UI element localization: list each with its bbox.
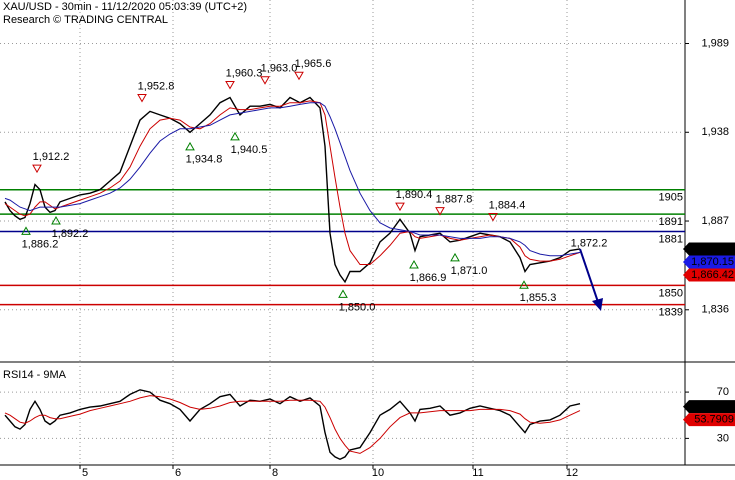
price-tag-label: 57.4442 (694, 401, 734, 413)
annotation-label: 1,952.8 (138, 80, 175, 92)
x-tick-label: 10 (372, 467, 384, 479)
price-tag-label: 1,866.42 (691, 269, 734, 281)
y-tick-label: 30 (717, 432, 729, 444)
y-tick-label: 1,887 (701, 215, 729, 227)
x-tick-label: 12 (566, 467, 578, 479)
annotation-label: 1,912.2 (33, 151, 70, 163)
annotation-label: 1,886.2 (22, 238, 59, 250)
annotation-label: 1,963.0 (261, 63, 298, 75)
level-label: 1891 (659, 216, 683, 228)
x-tick-label: 5 (82, 467, 88, 479)
annotation-label: 1,872.2 (571, 238, 608, 250)
forecast-arrowhead (592, 298, 603, 311)
price-tag (683, 413, 735, 427)
level-label: 1850 (659, 287, 683, 299)
y-tick-label: 1,989 (701, 37, 729, 49)
annotation-label: 1,887.8 (436, 194, 473, 206)
y-tick-label: 1,938 (701, 126, 729, 138)
price-tag-label: 1,870.91 (691, 243, 734, 255)
annotation-label: 1,850.0 (339, 301, 376, 313)
indicator-title: RSI14 - 9MA (3, 369, 67, 381)
annotation-label: 1,934.8 (186, 154, 223, 166)
high-marker (32, 164, 42, 174)
annotation-label: 1,866.9 (410, 272, 447, 284)
x-tick-label: 6 (175, 467, 181, 479)
price-tag (683, 242, 735, 256)
annotation-label: 1,890.4 (396, 189, 433, 201)
price-tag (683, 255, 735, 269)
low-marker (338, 289, 348, 298)
series-line (4, 389, 581, 460)
level-label: 1881 (659, 233, 683, 245)
series-line (4, 96, 581, 284)
chart-subtitle: Research © TRADING CENTRAL (3, 14, 168, 26)
low-marker (51, 215, 61, 225)
x-tick-label: 11 (472, 467, 483, 479)
series-line (4, 100, 581, 265)
price-tag (683, 268, 735, 282)
price-tag-label: 1,870.15 (691, 256, 734, 268)
price-tag (683, 400, 735, 414)
y-tick-label: 70 (717, 386, 729, 398)
low-marker (409, 260, 419, 269)
annotation-label: 1,965.6 (295, 58, 332, 70)
annotation-label: 1,871.0 (451, 265, 488, 277)
y-tick-label: 1,836 (701, 304, 729, 316)
annotation-label: 1,940.5 (231, 144, 268, 156)
high-marker (435, 207, 445, 216)
low-marker (519, 280, 529, 289)
high-marker (225, 80, 235, 90)
level-label: 1839 (659, 306, 683, 318)
annotation-label: 1,960.3 (226, 67, 263, 79)
low-marker (21, 226, 31, 235)
high-marker (260, 76, 270, 85)
high-marker (488, 213, 498, 222)
x-tick-label: 8 (272, 467, 278, 479)
series-line (4, 102, 581, 257)
level-label: 1905 (659, 192, 683, 204)
high-marker (294, 71, 304, 81)
price-tag-label: 53.7909 (694, 414, 734, 426)
high-marker (395, 202, 405, 212)
annotation-label: 1,884.4 (489, 199, 526, 211)
series-line (4, 395, 581, 454)
forecast-arrow (579, 248, 599, 303)
annotation-label: 1,892.2 (52, 228, 89, 240)
annotation-label: 1,855.3 (520, 292, 557, 304)
low-marker (230, 131, 240, 141)
low-marker (185, 141, 195, 151)
chart-title: XAU/USD - 30min - 11/12/2020 05:03:39 (U… (3, 1, 247, 13)
high-marker (137, 94, 147, 103)
low-marker (450, 252, 460, 262)
